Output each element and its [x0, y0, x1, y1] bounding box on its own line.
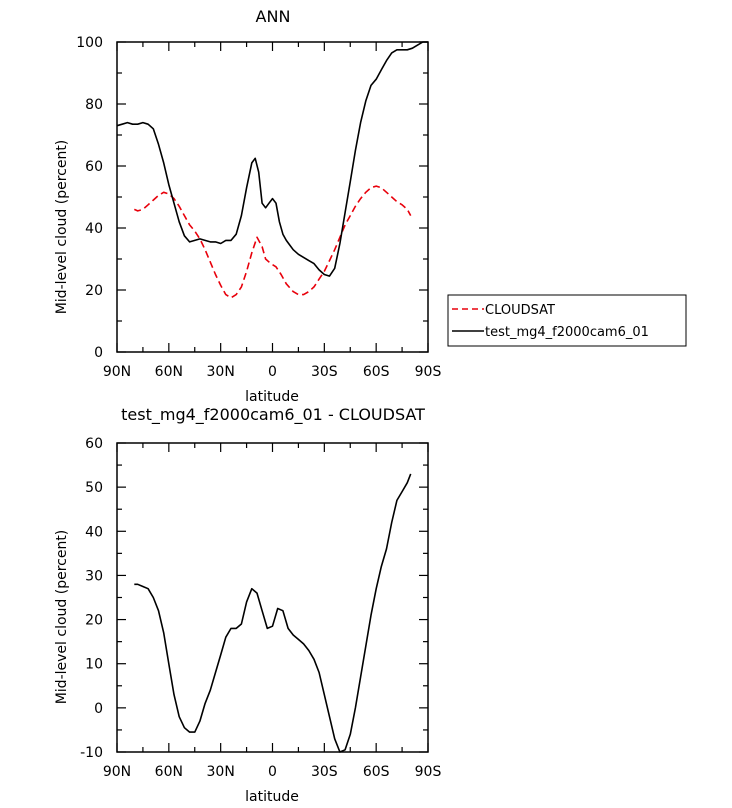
y-tick-label: 80: [85, 97, 103, 113]
axis-ticks: 90N 60N 30N 0 30S 60S 90S -10 0 10 20 30 40 50 60: [80, 436, 441, 780]
y-tick-label: -10: [80, 745, 103, 761]
series-line-cloudsat: [133, 185, 412, 299]
chart-title: test_mg4_f2000cam6_01 - CLOUDSAT: [121, 405, 425, 425]
y-tick-label: 0: [94, 701, 103, 717]
y-tick-label: 30: [85, 568, 103, 584]
legend-box: [447, 294, 687, 347]
y-axis-label: Mid-level cloud (percent): [54, 140, 70, 315]
legend-label-model: test_mg4_f2000cam6_01: [485, 325, 649, 340]
x-tick-label: 30S: [311, 364, 338, 380]
x-tick-label: 30N: [207, 364, 235, 380]
x-tick-label: 0: [268, 364, 277, 380]
plot-frame: [116, 41, 429, 353]
lower-panel-difference: test_mg4_f2000cam6_01 - CLOUDSAT 90N 60N 3…: [54, 405, 441, 805]
x-tick-label: 0: [268, 764, 277, 780]
upper-panel-ann: ANN 90N 60N 30N 0 30S 60S 90S 0 20 40 60 80 100 lati…: [54, 7, 441, 405]
y-tick-label: 20: [85, 613, 103, 629]
legend-label-cloudsat: CLOUDSAT: [485, 303, 555, 318]
y-tick-label: 50: [85, 480, 103, 496]
x-tick-label: 30N: [207, 764, 235, 780]
y-axis-label: Mid-level cloud (percent): [54, 530, 70, 705]
x-tick-label: 90N: [103, 364, 131, 380]
x-tick-label: 90S: [415, 764, 442, 780]
series-line-difference: [134, 473, 412, 753]
x-tick-label: 60N: [155, 764, 183, 780]
axis-ticks: 90N 60N 30N 0 30S 60S 90S 0 20 40 60 80 100: [76, 35, 441, 380]
plot-frame: [116, 442, 429, 753]
x-tick-label: 30S: [311, 764, 338, 780]
y-tick-label: 0: [94, 345, 103, 361]
y-tick-label: 60: [85, 436, 103, 452]
series-line-test-mg4-f2000cam6-01: [116, 41, 428, 277]
x-tick-label: 90N: [103, 764, 131, 780]
chart-title: ANN: [256, 7, 291, 26]
series-layer: [134, 473, 412, 753]
y-tick-label: 10: [85, 657, 103, 673]
series-layer: [116, 41, 428, 299]
x-tick-label: 60S: [363, 764, 390, 780]
x-tick-label: 60N: [155, 364, 183, 380]
y-tick-label: 40: [85, 221, 103, 237]
legend: CLOUDSAT test_mg4_f2000cam6_01: [447, 294, 687, 347]
x-tick-label: 60S: [363, 364, 390, 380]
y-tick-label: 100: [76, 35, 103, 51]
x-tick-label: 90S: [415, 364, 442, 380]
x-axis-label: latitude: [245, 389, 299, 405]
y-tick-label: 60: [85, 159, 103, 175]
y-tick-label: 20: [85, 283, 103, 299]
y-tick-label: 40: [85, 524, 103, 540]
x-axis-label: latitude: [245, 789, 299, 805]
